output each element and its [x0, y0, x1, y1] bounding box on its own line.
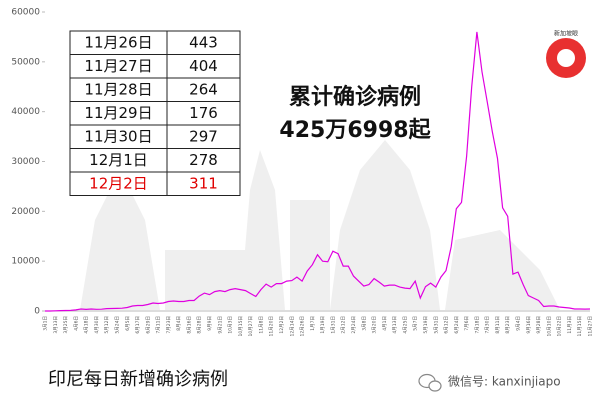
logo-eye: [557, 49, 575, 67]
x-tick-label: 5月19日: [423, 316, 429, 334]
x-tick-label: 1月31日: [330, 316, 336, 334]
x-tick-label: 6月17日: [135, 316, 141, 334]
table-count: 278: [189, 151, 218, 169]
wechat-icon: [418, 373, 442, 392]
x-tick-label: 5月12日: [104, 316, 110, 334]
x-tick-label: 1月19日: [320, 316, 326, 334]
x-tick-label: 3月20日: [372, 316, 378, 334]
annotation: 425万6998起: [279, 118, 431, 143]
table-count: 264: [189, 80, 218, 98]
caption: 印尼每日新增确诊病例: [48, 369, 228, 390]
x-tick-label: 12月26日: [300, 316, 306, 336]
y-tick-label: 0: [34, 307, 40, 317]
x-tick-label: 12月2日: [279, 316, 285, 334]
table: 11月26日 443 11月27日 404 11月28日 264 11月29日 176 11月3…: [69, 30, 241, 196]
x-tick-label: 10月22日: [557, 316, 563, 336]
x-tick-label: 10月10日: [546, 316, 552, 336]
x-tick-label: 4月18日: [84, 316, 90, 334]
x-tick-label: 7月6日: [464, 316, 470, 331]
logo-text: 新加坡眼: [554, 30, 578, 38]
y-tick-label: 50000: [11, 57, 40, 67]
x-tick-label: 7月23日: [166, 316, 172, 334]
x-tick-label: 10月15日: [238, 316, 244, 336]
x-tick-label: 3月1日: [43, 316, 49, 331]
x-tick-label: 3月8日: [361, 316, 367, 331]
x-tick-label: 5月31日: [433, 316, 439, 334]
table-count: 443: [189, 33, 218, 51]
x-tick-label: 6月29日: [145, 316, 151, 334]
x-tick-label: 2月24日: [351, 316, 357, 334]
annotation: 累计确诊病例: [289, 84, 421, 110]
table-count: 311: [189, 174, 218, 192]
table-date: 11月27日: [84, 57, 152, 75]
x-tick-label: 6月24日: [454, 316, 460, 334]
table-date: 12月1日: [89, 151, 148, 169]
x-tick-label: 9月4日: [516, 316, 522, 331]
table-count: 176: [189, 104, 218, 122]
x-tick-label: 7月30日: [485, 316, 491, 334]
x-tick-label: 11月20日: [269, 316, 275, 336]
x-tick-label: 5月24日: [114, 316, 120, 334]
x-tick-label: 6月5日: [125, 316, 131, 331]
logo: 新加坡眼: [546, 30, 586, 78]
x-tick-label: 11月15日: [577, 316, 583, 336]
table-frame: [69, 30, 241, 196]
table-date: 11月30日: [84, 127, 152, 145]
y-tick-label: 60000: [11, 8, 40, 18]
x-tick-label: 8月16日: [186, 316, 192, 334]
x-tick-label: 5月7日: [413, 316, 419, 331]
x-tick-label: 6月12日: [444, 316, 450, 334]
x-tick-label: 12月14日: [289, 316, 295, 336]
x-tick-label: 3月13日: [53, 316, 59, 334]
watermark: 微信号: kanxinjiapo: [448, 375, 561, 389]
x-tick-label: 4月13日: [392, 316, 398, 334]
background-buildings: [80, 140, 560, 310]
y-tick-label: 30000: [11, 157, 40, 167]
x-tick-label: 8月23日: [505, 316, 511, 334]
y-tick-label: 40000: [11, 107, 40, 117]
x-tick-label: 3月25日: [63, 316, 69, 334]
x-tick-label: 4月30日: [94, 316, 100, 334]
x-tick-label: 9月9日: [207, 316, 213, 331]
x-tick-label: 9月28日: [536, 316, 542, 334]
x-tick-label: 11月27日: [588, 316, 594, 336]
x-tick-label: 10月3日: [228, 316, 234, 334]
x-tick-label: 11月3日: [567, 316, 573, 334]
x-tick-label: 4月6日: [73, 316, 79, 331]
x-tick-label: 11月8日: [258, 316, 264, 334]
table-date: 11月29日: [84, 104, 152, 122]
x-tick-label: 8月28日: [197, 316, 203, 334]
table-count: 404: [189, 57, 218, 75]
table-date: 11月28日: [84, 80, 152, 98]
table-count: 297: [189, 127, 218, 145]
data-line: [45, 31, 591, 312]
x-tick-label: 8月4日: [176, 316, 182, 331]
table-date: 12月2日: [89, 174, 148, 192]
x-tick-label: 4月1日: [382, 316, 388, 331]
x-tick-label: 7月11日: [156, 316, 162, 334]
x-tick-label: 2月12日: [341, 316, 347, 334]
x-tick-label: 7月18日: [474, 316, 480, 334]
y-tick-label: 20000: [11, 207, 40, 217]
x-tick-label: 8月11日: [495, 316, 501, 334]
x-tick-label: 10月27日: [248, 316, 254, 336]
x-tick-label: 9月16日: [526, 316, 532, 334]
x-tick-label: 9月21日: [217, 316, 223, 334]
y-tick-label: 10000: [11, 257, 40, 267]
x-tick-label: 1月7日: [310, 316, 316, 331]
table-date: 11月26日: [84, 33, 152, 51]
x-tick-label: 4月25日: [402, 316, 408, 334]
